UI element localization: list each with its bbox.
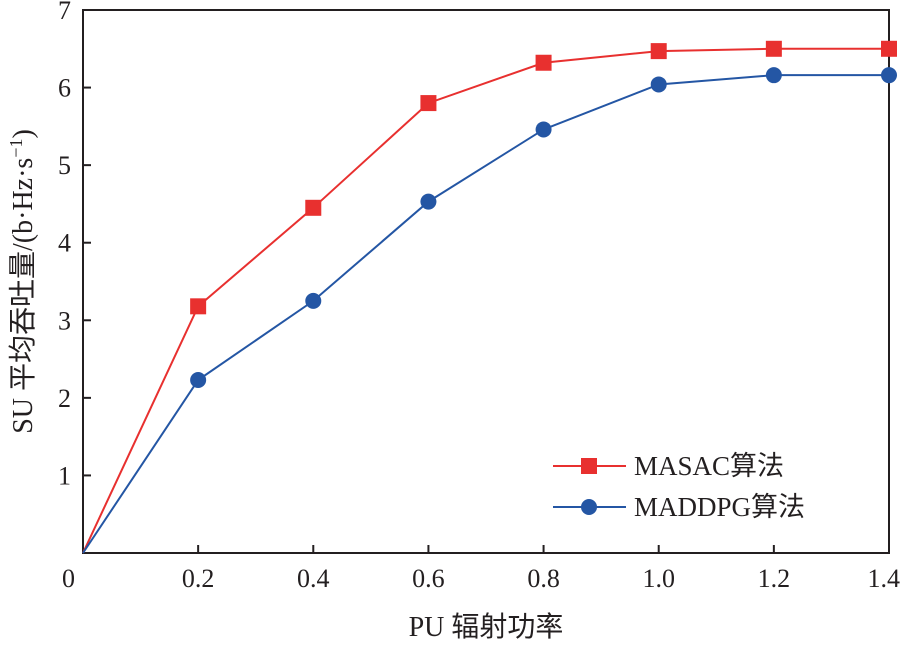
data-point-circle: [420, 193, 437, 210]
data-point-circle: [190, 372, 207, 389]
data-point-square: [650, 43, 667, 60]
y-axis-label: SU 平均吞吐量/(b·Hz·s−1): [6, 129, 39, 434]
x-tick-label: 1.2: [758, 564, 791, 593]
data-point-circle: [535, 121, 552, 138]
data-point-square: [305, 199, 322, 216]
y-tick-label: 6: [58, 74, 71, 103]
y-tick-label: 3: [58, 306, 71, 335]
x-axis-label: PU 辐射功率: [409, 611, 564, 643]
legend-label-maddpg: MADDPG算法: [634, 492, 805, 522]
data-point-circle: [650, 76, 667, 93]
data-point-circle: [765, 67, 782, 84]
data-point-square: [881, 40, 897, 57]
y-axis-label-exponent: −1: [6, 139, 26, 158]
y-axis-label-close: ): [8, 129, 39, 138]
data-point-circle: [881, 67, 897, 84]
series-line-1: [82, 74, 889, 554]
legend-swatch-maddpg-circle: [581, 499, 597, 515]
x-tick-label: 0.2: [182, 564, 215, 593]
x-tick-label: 0: [62, 564, 75, 593]
legend-swatch-masac-square: [581, 458, 597, 474]
y-tick-label: 5: [58, 151, 71, 180]
y-tick-label: 2: [58, 384, 71, 413]
legend: MASAC算法 MADDPG算法: [553, 451, 805, 522]
y-tick-label: 1: [58, 461, 71, 490]
x-tick-label: 0.8: [527, 564, 560, 593]
data-point-square: [535, 54, 552, 71]
series-line-0: [82, 47, 889, 554]
x-tick-label: 1.0: [642, 564, 675, 593]
x-tick-label: 0.4: [297, 564, 330, 593]
y-axis-label-main: SU 平均吞吐量/(b·Hz·s: [7, 158, 39, 434]
y-tick-label: 4: [58, 229, 71, 258]
x-tick-label: 0.6: [412, 564, 445, 593]
y-axis-ticks: 1 2 3 4 5 6 7: [58, 0, 91, 490]
data-point-square: [420, 95, 437, 112]
series-layer: [82, 40, 897, 554]
y-tick-label: 7: [58, 0, 71, 25]
plot-frame: [82, 9, 890, 554]
data-point-circle: [305, 292, 322, 309]
x-axis-ticks: 0 0.2 0.4 0.6 0.8 1.0 1.2 1.4: [62, 545, 900, 593]
x-tick-label: 1.4: [868, 564, 901, 593]
data-point-square: [765, 40, 782, 57]
legend-label-masac: MASAC算法: [634, 451, 784, 481]
data-point-square: [190, 298, 207, 315]
